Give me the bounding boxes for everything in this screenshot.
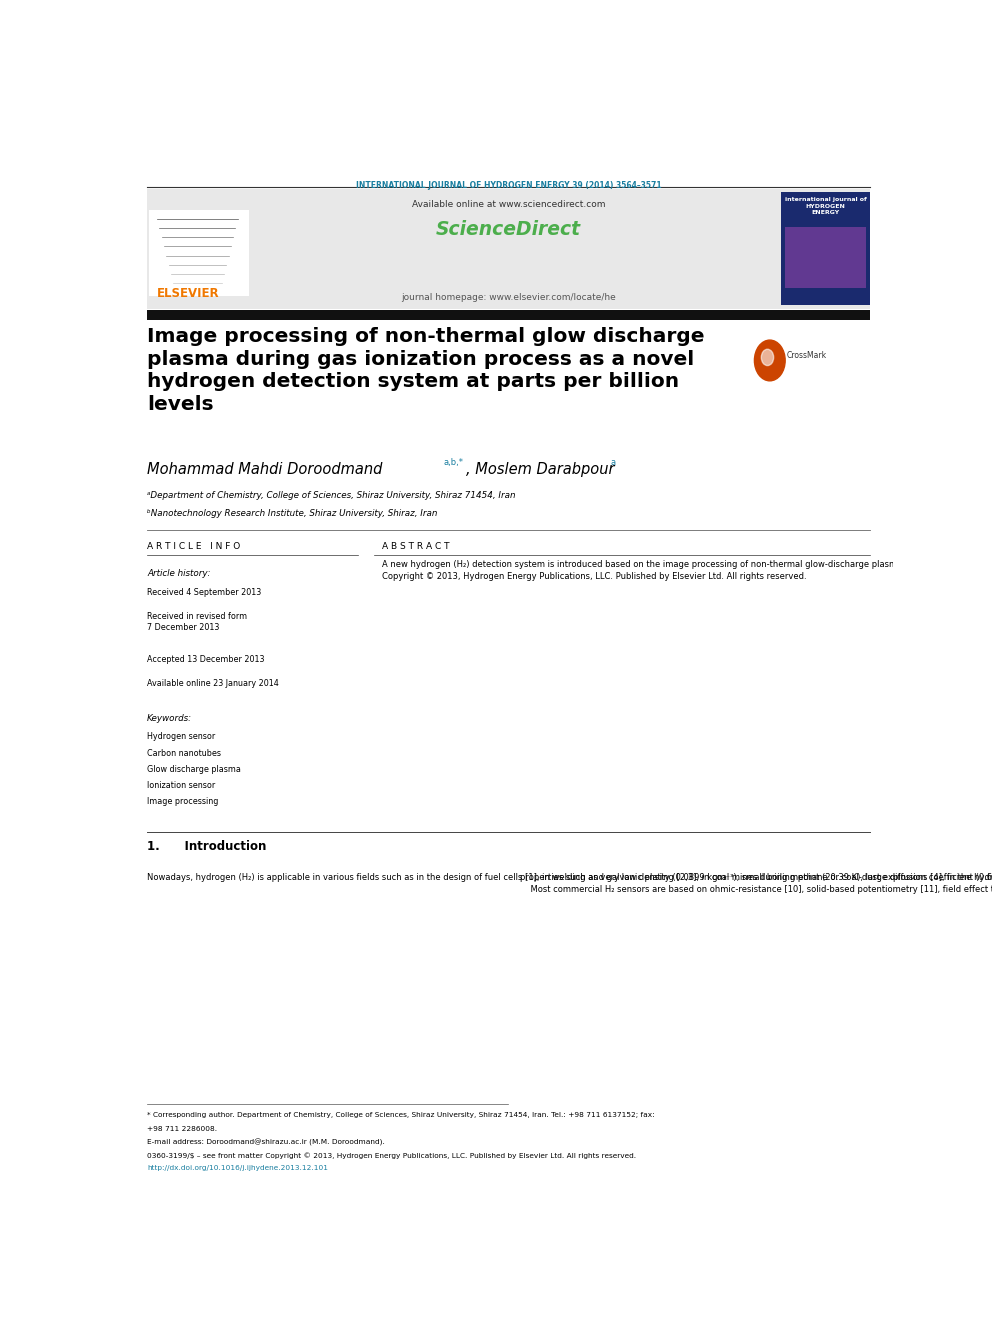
FancyBboxPatch shape [147, 189, 870, 308]
Text: ᵇNanotechnology Research Institute, Shiraz University, Shiraz, Iran: ᵇNanotechnology Research Institute, Shir… [147, 509, 437, 519]
FancyBboxPatch shape [782, 192, 870, 306]
Text: Glow discharge plasma: Glow discharge plasma [147, 765, 241, 774]
Text: Mohammad Mahdi Doroodmand: Mohammad Mahdi Doroodmand [147, 462, 383, 478]
Text: Keywords:: Keywords: [147, 714, 192, 722]
Text: E-mail address: Doroodmand@shirazu.ac.ir (M.M. Doroodmand).: E-mail address: Doroodmand@shirazu.ac.ir… [147, 1139, 385, 1146]
Text: , Moslem Darabpour: , Moslem Darabpour [466, 462, 615, 478]
Text: Available online at www.sciencedirect.com: Available online at www.sciencedirect.co… [412, 200, 605, 209]
Text: ᵃDepartment of Chemistry, College of Sciences, Shiraz University, Shiraz 71454, : ᵃDepartment of Chemistry, College of Sci… [147, 491, 516, 500]
Text: A new hydrogen (H₂) detection system is introduced based on the image processing: A new hydrogen (H₂) detection system is … [382, 560, 992, 581]
Text: +98 711 2286008.: +98 711 2286008. [147, 1126, 217, 1131]
Text: Carbon nanotubes: Carbon nanotubes [147, 749, 221, 758]
Text: 1.      Introduction: 1. Introduction [147, 840, 267, 853]
Text: http://dx.doi.org/10.1016/j.ijhydene.2013.12.101: http://dx.doi.org/10.1016/j.ijhydene.201… [147, 1166, 328, 1171]
Text: a: a [611, 458, 616, 467]
Text: Accepted 13 December 2013: Accepted 13 December 2013 [147, 655, 265, 664]
Text: properties such as very low density (0.0899 kgm⁻³), small boiling point (20.39 K: properties such as very low density (0.0… [520, 873, 992, 893]
Circle shape [761, 349, 774, 365]
FancyBboxPatch shape [150, 209, 249, 296]
Text: Image processing of non-thermal glow discharge
plasma during gas ionization proc: Image processing of non-thermal glow dis… [147, 327, 704, 414]
Text: Image processing: Image processing [147, 798, 218, 807]
Text: a,b,*: a,b,* [443, 458, 463, 467]
Text: Ionization sensor: Ionization sensor [147, 781, 215, 790]
Text: A B S T R A C T: A B S T R A C T [382, 542, 449, 550]
Text: * Corresponding author. Department of Chemistry, College of Sciences, Shiraz Uni: * Corresponding author. Department of Ch… [147, 1113, 655, 1118]
Text: Article history:: Article history: [147, 569, 210, 578]
Text: ELSEVIER: ELSEVIER [157, 287, 219, 300]
Text: ScienceDirect: ScienceDirect [435, 220, 581, 239]
Text: journal homepage: www.elsevier.com/locate/he: journal homepage: www.elsevier.com/locat… [401, 294, 616, 303]
Text: Hydrogen sensor: Hydrogen sensor [147, 733, 215, 741]
Text: international journal of
HYDROGEN
ENERGY: international journal of HYDROGEN ENERGY [785, 197, 866, 214]
Text: A R T I C L E   I N F O: A R T I C L E I N F O [147, 542, 240, 550]
Circle shape [755, 340, 786, 381]
Text: 0360-3199/$ – see front matter Copyright © 2013, Hydrogen Energy Publications, L: 0360-3199/$ – see front matter Copyright… [147, 1152, 636, 1159]
Text: Nowadays, hydrogen (H₂) is applicable in various fields such as in the design of: Nowadays, hydrogen (H₂) is applicable in… [147, 873, 992, 882]
Text: Available online 23 January 2014: Available online 23 January 2014 [147, 679, 279, 688]
Text: Received 4 September 2013: Received 4 September 2013 [147, 587, 261, 597]
Text: INTERNATIONAL JOURNAL OF HYDROGEN ENERGY 39 (2014) 3564–3571: INTERNATIONAL JOURNAL OF HYDROGEN ENERGY… [355, 181, 662, 191]
Text: CrossMark: CrossMark [787, 351, 826, 360]
FancyBboxPatch shape [786, 228, 866, 288]
FancyBboxPatch shape [147, 310, 870, 320]
Text: Received in revised form
7 December 2013: Received in revised form 7 December 2013 [147, 613, 247, 632]
